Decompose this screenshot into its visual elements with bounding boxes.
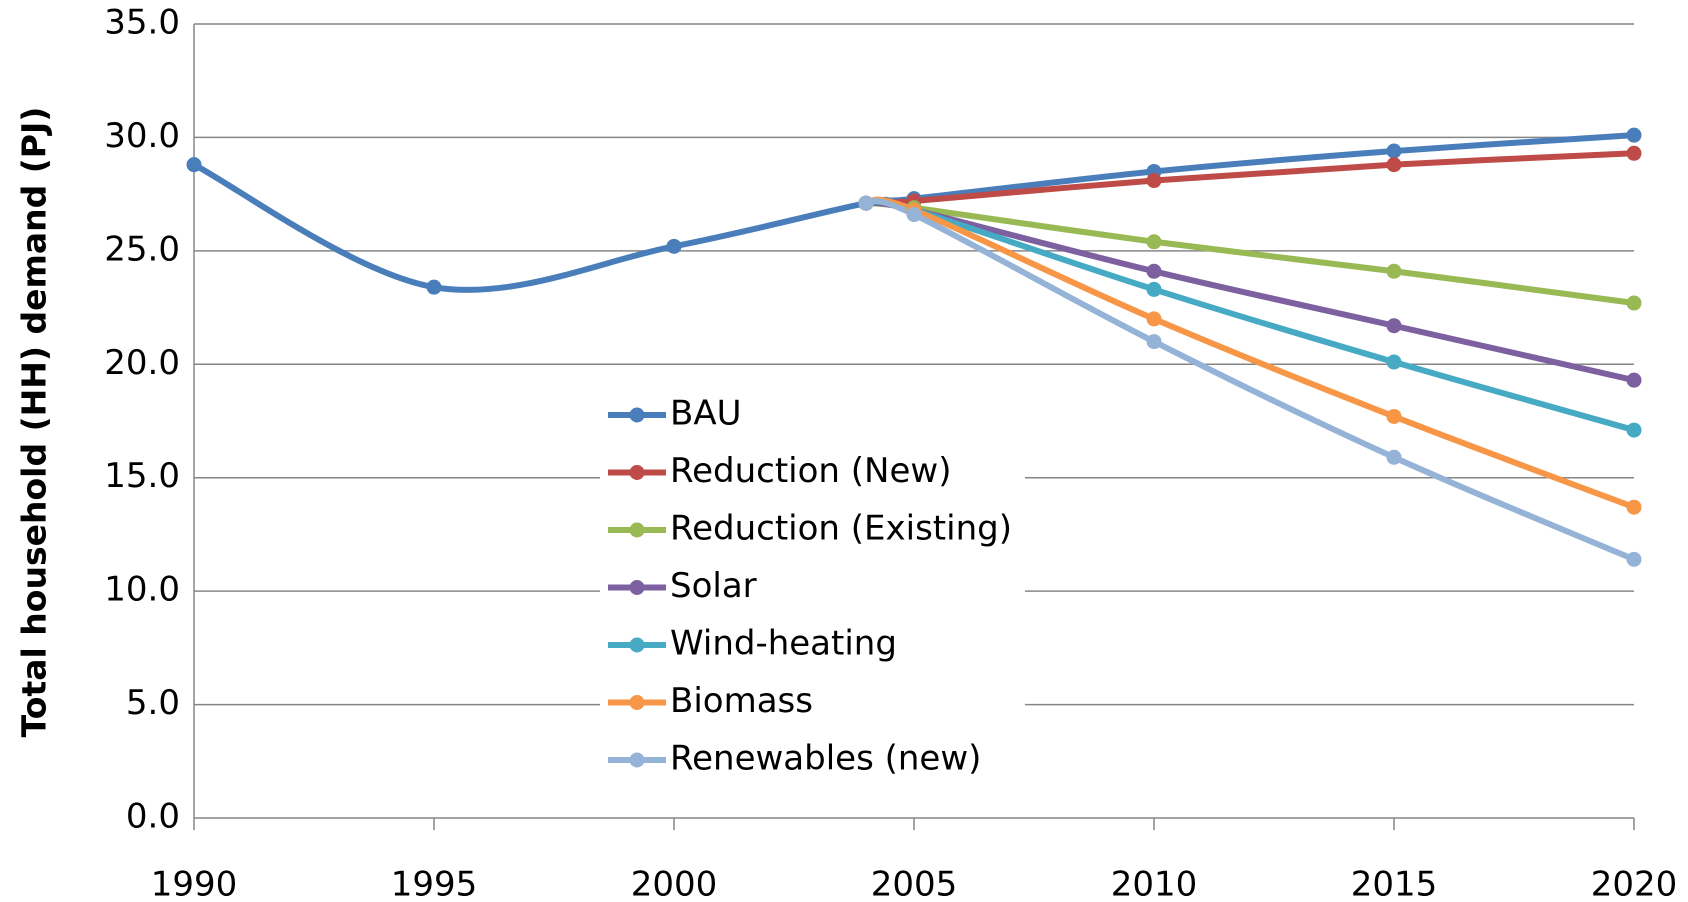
- y-tick-label: 30.0: [104, 116, 180, 156]
- legend-marker: [629, 752, 645, 768]
- legend-label: Solar: [670, 566, 757, 606]
- data-point: [1386, 449, 1402, 465]
- legend-marker: [629, 637, 645, 653]
- data-point: [1146, 311, 1162, 327]
- y-tick-label: 35.0: [104, 3, 180, 43]
- y-tick-label: 25.0: [104, 229, 180, 269]
- legend-marker: [629, 407, 645, 423]
- y-tick-label: 0.0: [126, 797, 180, 837]
- y-tick-label: 10.0: [104, 570, 180, 610]
- data-point: [1146, 173, 1162, 189]
- legend-label: Biomass: [670, 681, 813, 721]
- data-point: [1626, 499, 1642, 515]
- data-point: [1386, 354, 1402, 370]
- x-tick-label: 2015: [1351, 865, 1438, 902]
- legend-label: Reduction (New): [670, 451, 951, 491]
- data-point: [1626, 422, 1642, 438]
- data-point: [186, 157, 202, 173]
- legend-marker: [629, 465, 645, 480]
- x-tick-label: 2010: [1111, 865, 1198, 902]
- data-point: [1146, 234, 1162, 250]
- data-point: [1386, 157, 1402, 173]
- data-point: [1626, 127, 1642, 143]
- y-axis-label: Total household (HH) demand (PJ): [15, 107, 54, 738]
- data-point: [426, 279, 442, 295]
- x-tick-label: 1990: [151, 865, 238, 902]
- x-tick-label: 1995: [391, 865, 478, 902]
- legend-label: Wind-heating: [670, 624, 897, 664]
- data-point: [1146, 263, 1162, 279]
- y-tick-label: 20.0: [104, 343, 180, 383]
- data-point: [1626, 295, 1642, 311]
- legend-label: Reduction (Existing): [670, 509, 1012, 549]
- y-tick-label: 15.0: [104, 456, 180, 496]
- data-point: [1386, 263, 1402, 279]
- data-point: [666, 238, 682, 254]
- legend-label: Renewables (new): [670, 739, 981, 779]
- data-point: [1386, 318, 1402, 334]
- data-point: [906, 207, 922, 223]
- data-point: [1386, 408, 1402, 424]
- x-tick-label: 2000: [631, 865, 718, 902]
- legend-label: BAU: [670, 394, 741, 434]
- data-point: [1386, 143, 1402, 159]
- legend: BAU Reduction (New) Reduction (Existing) So…: [600, 383, 1025, 794]
- legend-background: [600, 383, 1025, 794]
- y-tick-label: 5.0: [126, 683, 180, 723]
- legend-marker: [629, 580, 645, 595]
- data-point: [1626, 372, 1642, 388]
- legend-marker: [629, 522, 645, 538]
- series-line: [865, 200, 1635, 307]
- data-point: [1626, 551, 1642, 567]
- x-tick-label: 2020: [1591, 865, 1678, 902]
- data-point: [1146, 334, 1162, 350]
- x-tick-label: 2005: [871, 865, 958, 902]
- data-point: [1626, 145, 1642, 161]
- legend-marker: [629, 695, 645, 710]
- data-point: [858, 195, 874, 211]
- data-point: [1146, 281, 1162, 297]
